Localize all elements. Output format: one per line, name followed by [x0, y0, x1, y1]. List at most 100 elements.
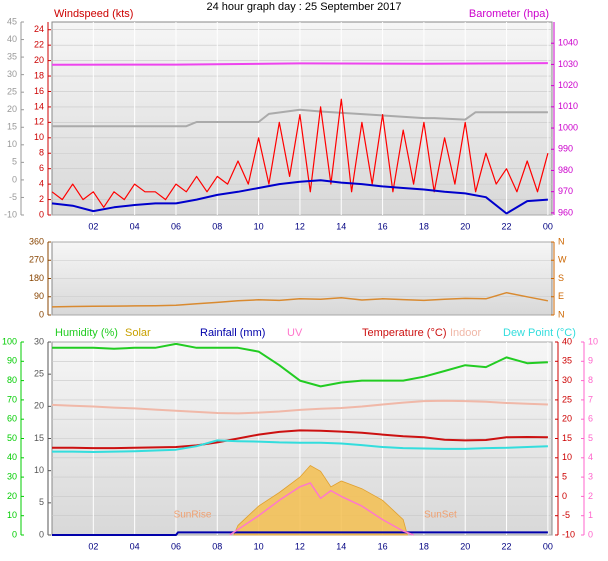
- y2-tick-label: 40: [562, 336, 572, 346]
- line: [51, 399, 548, 415]
- y4-tick-label: 8: [588, 375, 593, 385]
- y-tick-label: 270: [29, 255, 44, 265]
- y4-tick-label: 1: [588, 510, 593, 520]
- legend-entry: Humidity (%): [55, 327, 118, 339]
- y2-tick-label: 980: [558, 165, 573, 175]
- y3-tick-label: 15: [34, 433, 44, 443]
- y-tick-label: 0: [39, 309, 44, 319]
- area: [233, 464, 408, 536]
- line: [52, 439, 548, 453]
- y4-tick-label: 9: [588, 356, 593, 366]
- plot-area: [51, 21, 553, 216]
- y2-tick-label: 10: [562, 452, 572, 462]
- line: [52, 429, 548, 450]
- y2-tick-label: -5: [562, 510, 570, 520]
- line: [52, 342, 548, 388]
- y3-tick-label: 15: [7, 122, 17, 132]
- y-tick-label: 6: [39, 163, 44, 173]
- y3-tick-label: 0: [39, 529, 44, 539]
- y2-tick-label: 970: [558, 186, 573, 196]
- legend-entry: Rainfall (mm): [200, 327, 265, 339]
- y3-tick-label: 30: [34, 336, 44, 346]
- x-tick-label: 18: [419, 221, 429, 231]
- y2-axis-label: Barometer (hpa): [469, 8, 549, 20]
- y-tick-label: 8: [39, 148, 44, 158]
- y-tick-label: 20: [34, 55, 44, 65]
- x-tick-label: 20: [460, 541, 470, 551]
- y2-tick-label: 990: [558, 144, 573, 154]
- x-tick-label: 22: [502, 221, 512, 231]
- x-tick-label: 22: [502, 541, 512, 551]
- y2-tick-label: 35: [562, 356, 572, 366]
- y-tick-label: 180: [29, 273, 44, 283]
- y4-tick-label: 3: [588, 471, 593, 481]
- line: [51, 179, 548, 215]
- line: [51, 291, 549, 308]
- y2-tick-label: 30: [562, 375, 572, 385]
- x-tick-label: 12: [295, 221, 305, 231]
- y2-tick-label: 960: [558, 207, 573, 217]
- y-tick-label: 30: [7, 471, 17, 481]
- y2-tick-label: W: [558, 255, 567, 265]
- y2-tick-label: E: [558, 291, 564, 301]
- x-tick-label: 10: [254, 541, 264, 551]
- annotation: SunSet: [424, 510, 457, 521]
- x-tick-label: 18: [419, 541, 429, 551]
- y2-tick-label: 1030: [558, 59, 578, 69]
- y3-tick-label: 20: [7, 104, 17, 114]
- y3-tick-label: 35: [7, 51, 17, 61]
- y4-tick-label: 10: [588, 336, 598, 346]
- y-axis-label: Windspeed (kts): [54, 8, 133, 20]
- x-tick-label: 12: [295, 541, 305, 551]
- y3-tick-label: 45: [7, 16, 17, 26]
- line: [52, 531, 548, 536]
- x-tick-label: 16: [378, 541, 388, 551]
- line: [229, 482, 414, 536]
- line: [52, 108, 548, 128]
- x-tick-label: 08: [212, 541, 222, 551]
- x-tick-label: 14: [336, 541, 346, 551]
- y3-tick-label: 40: [7, 34, 17, 44]
- y2-tick-label: S: [558, 273, 564, 283]
- x-tick-label: 00: [543, 221, 553, 231]
- y-tick-label: 12: [34, 117, 44, 127]
- y-tick-label: 0: [39, 209, 44, 219]
- line: [51, 62, 548, 66]
- y2-tick-label: 1020: [558, 80, 578, 90]
- chart-title: 24 hour graph day : 25 September 2017: [206, 1, 401, 13]
- y-tick-label: 18: [34, 70, 44, 80]
- y-tick-label: 360: [29, 236, 44, 246]
- y2-tick-label: 1000: [558, 122, 578, 132]
- y2-tick-label: 25: [562, 394, 572, 404]
- y-tick-label: 50: [7, 433, 17, 443]
- y-tick-label: 24: [34, 24, 44, 34]
- y-tick-label: 22: [34, 40, 44, 50]
- y-tick-label: 14: [34, 101, 44, 111]
- x-tick-label: 08: [212, 221, 222, 231]
- y2-tick-label: N: [558, 309, 565, 319]
- y3-tick-label: 5: [12, 157, 17, 167]
- y-tick-label: 60: [7, 414, 17, 424]
- y2-tick-label: 1010: [558, 101, 578, 111]
- y4-tick-label: 0: [588, 529, 593, 539]
- x-tick-label: 04: [130, 541, 140, 551]
- y3-tick-label: 10: [7, 139, 17, 149]
- y3-tick-label: 10: [34, 465, 44, 475]
- x-tick-label: 06: [171, 541, 181, 551]
- legend-entry: Indoor: [450, 327, 482, 339]
- y-tick-label: 4: [39, 178, 44, 188]
- y3-tick-label: 25: [34, 369, 44, 379]
- x-tick-label: 02: [88, 541, 98, 551]
- x-tick-label: 00: [543, 541, 553, 551]
- y3-tick-label: 25: [7, 87, 17, 97]
- y-tick-label: 90: [34, 291, 44, 301]
- y4-tick-label: 5: [588, 433, 593, 443]
- y-tick-label: 100: [2, 336, 17, 346]
- y2-tick-label: 1040: [558, 38, 578, 48]
- y4-tick-label: 6: [588, 414, 593, 424]
- y3-tick-label: 20: [34, 401, 44, 411]
- y-tick-label: 0: [12, 529, 17, 539]
- x-tick-label: 14: [336, 221, 346, 231]
- y2-tick-label: N: [558, 236, 565, 246]
